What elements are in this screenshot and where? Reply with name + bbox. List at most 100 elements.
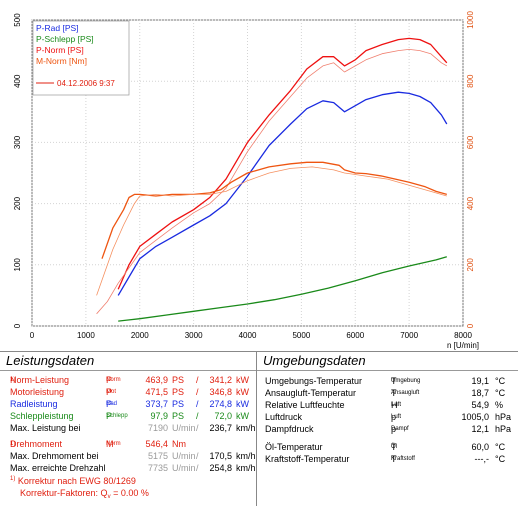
env-label: Dampfdruck bbox=[265, 424, 314, 434]
legend-entry: P-Rad [PS] bbox=[36, 23, 79, 33]
performance-row: Motorleistung P Mot 471,5 PS/346,8 kW bbox=[10, 387, 249, 397]
row-value-1: 373,7 bbox=[145, 399, 168, 409]
series-line-0 bbox=[117, 91, 448, 296]
row-unit-2: km/h bbox=[236, 423, 256, 433]
environment-row: Luftdruck p Luft 1005,0 hPa bbox=[265, 412, 512, 422]
row-unit-1: PS bbox=[172, 375, 185, 385]
row-unit-1: U/min bbox=[172, 463, 196, 473]
performance-row: Norm-Leistung 1) P Norm 463,9 PS/341,2 kW bbox=[10, 375, 249, 385]
environment-row: Öl-Temperatur T Öl 60,0 °C bbox=[265, 442, 506, 452]
y-right-tick-label: 0 bbox=[466, 323, 475, 328]
row-unit-2: kW bbox=[236, 375, 249, 385]
row-value-2: 274,8 bbox=[209, 399, 232, 409]
factor-symbol: Qv bbox=[100, 488, 111, 500]
right-panel-title: Umgebungsdaten bbox=[257, 352, 518, 371]
x-tick-label: 5000 bbox=[292, 331, 310, 340]
environment-row: Umgebungs-Temperatur T Umgebung 19,1 °C bbox=[265, 376, 506, 386]
env-unit: °C bbox=[495, 454, 506, 464]
env-unit: °C bbox=[495, 442, 506, 452]
env-unit: hPa bbox=[495, 412, 512, 422]
row-separator: / bbox=[196, 375, 199, 385]
y-right-tick-label: 200 bbox=[466, 258, 475, 272]
performance-row: Max. erreichte Drehzahl 7735 U/min/254,8 k… bbox=[10, 463, 256, 473]
x-tick-label: 1000 bbox=[77, 331, 95, 340]
y-left-tick-label: 400 bbox=[13, 74, 22, 88]
row-value-2: 72,0 bbox=[214, 411, 232, 421]
y-left-tick-label: 500 bbox=[13, 13, 22, 27]
env-label: Ansaugluft-Temperatur bbox=[265, 388, 357, 398]
row-unit-2: km/h bbox=[236, 463, 256, 473]
env-value: 18,7 bbox=[471, 388, 489, 398]
row-separator: / bbox=[196, 399, 199, 409]
factor-value: = 0.00 % bbox=[113, 488, 149, 498]
chart: 0 1000 2000 3000 4000 5000 6000 7000 8000 0 100 200… bbox=[13, 11, 479, 350]
row-separator: / bbox=[196, 451, 199, 461]
row-value-1: 7190 bbox=[147, 423, 168, 433]
row-unit-1: Nm bbox=[172, 439, 186, 449]
y-right-tick-label: 600 bbox=[466, 135, 475, 149]
series-line-1 bbox=[118, 256, 447, 322]
env-value: 1005,0 bbox=[461, 412, 489, 422]
env-label: Umgebungs-Temperatur bbox=[265, 376, 363, 386]
environment-row: Relative Luftfeuchte H Luft 54,9% bbox=[265, 400, 504, 410]
right-panel: Umgebungsdaten Umgebungs-Temperatur T Umge… bbox=[257, 351, 518, 506]
legend-entry: M-Norm [Nm] bbox=[36, 56, 87, 66]
y-left-tick-label: 200 bbox=[13, 196, 22, 210]
performance-row: Max. Leistung bei 7190 U/min/236,7 km/h bbox=[10, 423, 256, 433]
y-right-tick-label: 1000 bbox=[466, 11, 475, 29]
row-value-1: 463,9 bbox=[145, 375, 168, 385]
env-value: 60,0 bbox=[471, 442, 489, 452]
y-right-tick-label: 400 bbox=[466, 196, 475, 210]
env-label: Luftdruck bbox=[265, 412, 303, 422]
env-label: Kraftstoff-Temperatur bbox=[265, 454, 350, 464]
x-tick-label: 7000 bbox=[400, 331, 418, 340]
legend-entry: P-Schlepp [PS] bbox=[36, 34, 94, 44]
row-unit-1: PS bbox=[172, 387, 185, 397]
row-separator: / bbox=[196, 411, 199, 421]
series-line-2 bbox=[117, 37, 448, 290]
left-panel-title: Leistungsdaten bbox=[0, 352, 256, 371]
y-right-tick-label: 800 bbox=[466, 74, 475, 88]
env-label: Relative Luftfeuchte bbox=[265, 400, 345, 410]
env-value: ---,- bbox=[474, 454, 490, 464]
legend-date: 04.12.2006 9:37 bbox=[57, 79, 115, 88]
correction-note: 1) Korrektur nach EWG 80/1269 bbox=[10, 476, 136, 486]
env-value: 19,1 bbox=[471, 376, 489, 386]
x-axis-label: n [U/min] bbox=[447, 341, 479, 350]
row-value-1: 97,9 bbox=[150, 411, 168, 421]
row-separator: / bbox=[196, 463, 199, 473]
performance-row: Drehmoment 1) M Norm 546,4 Nm bbox=[10, 439, 186, 449]
x-tick-label: 0 bbox=[30, 331, 35, 340]
y-left-tick-label: 100 bbox=[13, 258, 22, 272]
row-unit-1: U/min bbox=[172, 423, 196, 433]
x-tick-label: 3000 bbox=[185, 331, 203, 340]
row-unit-2: km/h bbox=[236, 451, 256, 461]
env-unit: % bbox=[495, 400, 504, 410]
x-tick-label: 6000 bbox=[346, 331, 364, 340]
row-unit-1: PS bbox=[172, 399, 185, 409]
row-unit-1: PS bbox=[172, 411, 185, 421]
correction-factor: Korrektur-Faktoren: Qv = 0.00 % bbox=[20, 488, 149, 500]
series-line-4 bbox=[101, 161, 447, 259]
env-label: Öl-Temperatur bbox=[265, 442, 323, 452]
environment-row: Ansaugluft-Temperatur T Ansaugluft 18,7 °C bbox=[265, 388, 506, 398]
row-value-2: 236,7 bbox=[209, 423, 232, 433]
env-unit: °C bbox=[495, 376, 506, 386]
factor-label: Korrektur-Faktoren: bbox=[20, 488, 99, 498]
series-line-5 bbox=[96, 166, 447, 296]
x-tick-label: 2000 bbox=[131, 331, 149, 340]
row-value-1: 546,4 bbox=[145, 439, 168, 449]
row-value-2: 254,8 bbox=[209, 463, 232, 473]
legend-entry: P-Norm [PS] bbox=[36, 45, 84, 55]
performance-row: Schleppleistung P Schlepp 97,9 PS/72,0 kW bbox=[10, 411, 249, 421]
env-unit: °C bbox=[495, 388, 506, 398]
x-tick-label: 4000 bbox=[239, 331, 257, 340]
row-unit-2: kW bbox=[236, 411, 249, 421]
row-unit-1: U/min bbox=[172, 451, 196, 461]
env-unit: hPa bbox=[495, 424, 512, 434]
environment-row: Dampfdruck p Dampf 12,1 hPa bbox=[265, 424, 512, 434]
correction-mark: 1) bbox=[10, 476, 16, 482]
row-value-1: 471,5 bbox=[145, 387, 168, 397]
x-tick-label: 8000 bbox=[454, 331, 472, 340]
row-value-1: 7735 bbox=[147, 463, 168, 473]
